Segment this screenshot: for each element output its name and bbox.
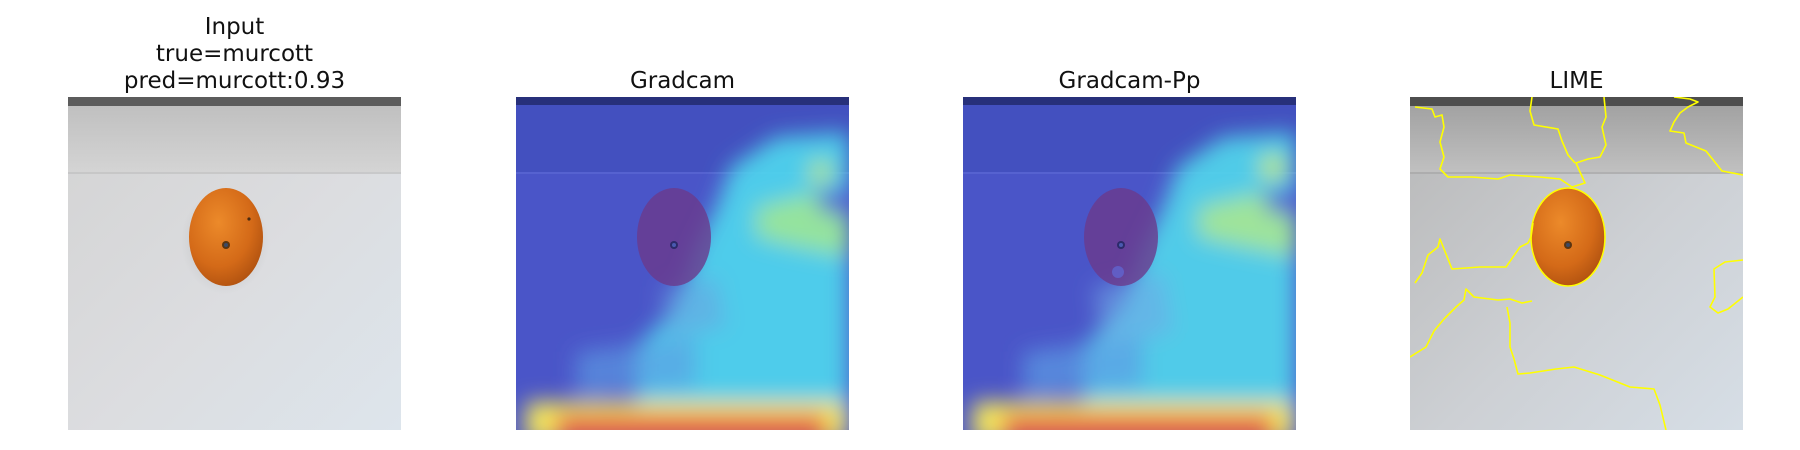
input-title-line: Input — [204, 14, 265, 40]
gradcam-panel-title: Gradcam — [476, 68, 889, 95]
lime-title: LIME — [1549, 68, 1604, 94]
lime-superpixel-image — [1410, 97, 1743, 430]
gradcam-pp-heatmap-image — [963, 97, 1296, 430]
input-image — [68, 97, 401, 430]
input-panel: Input true=murcott pred=murcott:0.93 — [68, 0, 401, 450]
true-label-line: true=murcott — [155, 41, 314, 67]
gradcam-heatmap-image — [516, 97, 849, 430]
gradcam-title: Gradcam — [629, 68, 736, 94]
prediction-label-line: pred=murcott:0.93 — [123, 68, 346, 94]
input-panel-title: Input true=murcott pred=murcott:0.93 — [28, 14, 441, 95]
gradcam-pp-panel: Gradcam-Pp — [963, 0, 1296, 450]
lime-panel-title: LIME — [1370, 68, 1783, 95]
gradcam-pp-panel-title: Gradcam-Pp — [923, 68, 1336, 95]
lime-panel: LIME — [1410, 0, 1743, 450]
gradcam-panel: Gradcam — [516, 0, 849, 450]
gradcam-pp-title: Gradcam-Pp — [1058, 68, 1201, 94]
